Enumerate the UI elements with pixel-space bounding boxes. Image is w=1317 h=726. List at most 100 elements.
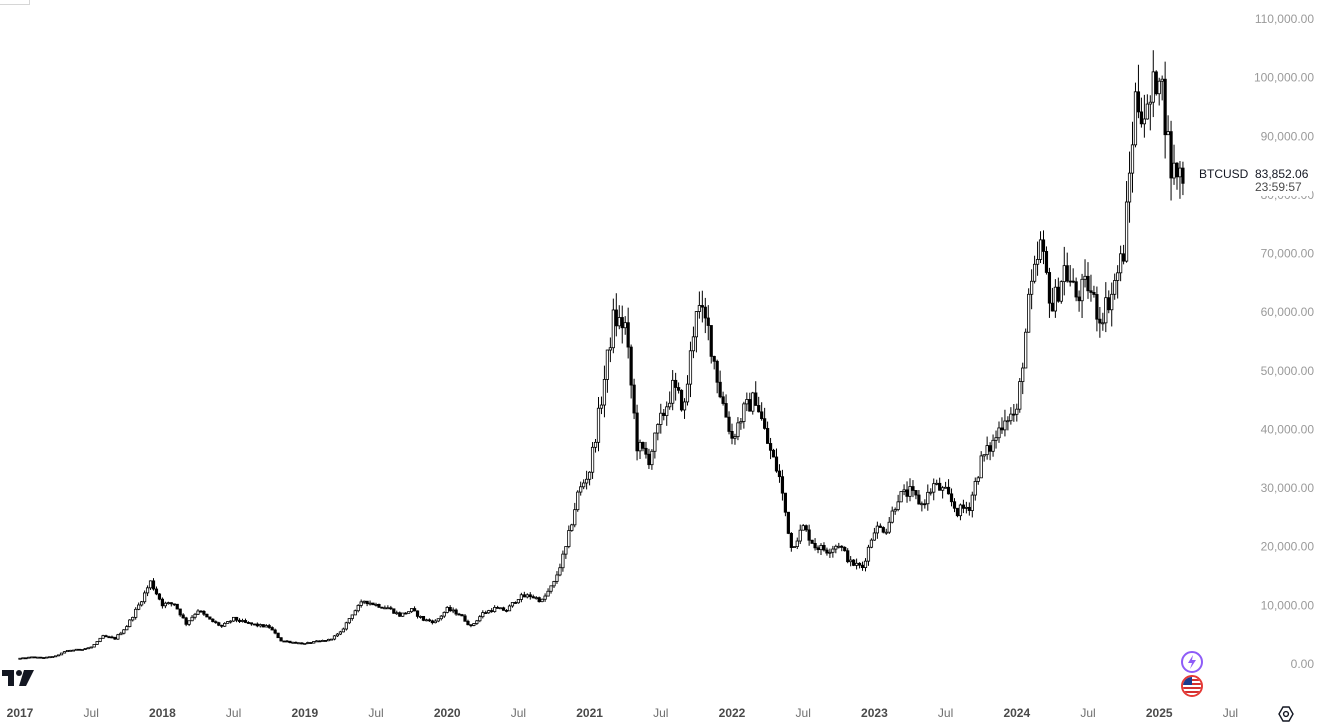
candle (282, 640, 286, 643)
candle (519, 592, 523, 603)
price-axis[interactable]: 110,000.00100,000.0090,000.0080,000.0070… (1254, 12, 1314, 671)
candle (312, 641, 316, 644)
x-tick-label: 2017 (7, 706, 34, 720)
candle (632, 378, 636, 420)
candle (199, 610, 203, 613)
candle (392, 608, 396, 614)
candle (668, 391, 672, 410)
candle (1133, 82, 1138, 148)
candle (1166, 115, 1170, 136)
candle (353, 609, 357, 616)
candle (534, 596, 538, 600)
candle (979, 451, 983, 479)
candle (976, 475, 980, 485)
candle (899, 491, 903, 503)
candle (730, 423, 734, 445)
x-tick-label: Jul (1223, 706, 1238, 720)
candle (119, 631, 123, 636)
candle (54, 655, 58, 658)
settings-icon[interactable] (1278, 706, 1294, 722)
candle (214, 620, 218, 624)
spark-icon[interactable] (1181, 651, 1203, 673)
candle (679, 389, 684, 412)
candle (997, 421, 1001, 443)
candle (1127, 151, 1132, 223)
candle (715, 359, 719, 394)
candle (923, 499, 927, 509)
candle (264, 624, 268, 628)
candle (819, 543, 823, 555)
candle (1145, 94, 1149, 120)
candle (267, 623, 271, 629)
candle (160, 597, 164, 609)
candle (638, 439, 642, 460)
candle (276, 632, 280, 639)
candle (166, 601, 170, 605)
candle (145, 585, 150, 597)
candle (68, 649, 73, 652)
candle (941, 485, 945, 499)
y-tick-label: 50,000.00 (1261, 364, 1315, 378)
candle (614, 293, 618, 337)
candle (837, 542, 841, 549)
x-tick-label: 2021 (576, 706, 603, 720)
last-price-value: 83,852.06 (1255, 167, 1309, 181)
candle (682, 398, 687, 419)
candle (1181, 161, 1185, 196)
candle (1136, 64, 1141, 119)
candle (1119, 245, 1123, 282)
candle (329, 638, 334, 641)
candle (929, 488, 933, 496)
candle (777, 464, 782, 483)
symbol-label: BTCUSD (1199, 167, 1249, 181)
candle (356, 604, 360, 613)
candle (142, 590, 147, 604)
candle (1024, 328, 1028, 369)
candle (59, 652, 64, 656)
candle (620, 305, 624, 344)
candle (647, 448, 651, 469)
candle (748, 392, 752, 412)
time-axis[interactable]: 2017 Jul 2018 Jul 2019 Jul 2020 Jul 2021 Jul 2022 J… (7, 706, 1238, 720)
candle (472, 623, 476, 627)
x-tick-label: 2023 (861, 706, 888, 720)
candle (205, 613, 209, 618)
candle (513, 601, 518, 604)
candle (1110, 282, 1114, 327)
candle (516, 599, 521, 604)
candle (763, 407, 767, 430)
candle (95, 641, 99, 645)
candle (175, 603, 179, 610)
candle (226, 620, 230, 624)
candle (671, 370, 675, 411)
candle (944, 481, 948, 489)
candle (599, 396, 604, 415)
candle (522, 591, 526, 598)
candle (1071, 268, 1075, 284)
candle (1160, 75, 1164, 101)
candle (573, 502, 577, 528)
top-left-widget[interactable] (0, 0, 30, 5)
candle (1027, 288, 1031, 333)
candle (985, 436, 989, 460)
candle (1157, 77, 1161, 106)
candle (395, 610, 399, 615)
candle (1074, 277, 1078, 302)
candle (433, 619, 437, 624)
candle (89, 646, 93, 649)
y-tick-label: 60,000.00 (1261, 305, 1315, 319)
us-flag-icon[interactable] (1181, 675, 1203, 697)
candles-layer (18, 50, 1185, 660)
tradingview-logo[interactable] (2, 668, 36, 688)
candle (202, 610, 206, 616)
candle (134, 607, 138, 620)
y-tick-label: 100,000.00 (1254, 71, 1314, 85)
candle (498, 607, 503, 610)
candle (964, 501, 968, 514)
candle (211, 618, 215, 623)
candle (86, 647, 90, 650)
candle (650, 449, 654, 470)
candle (786, 511, 790, 535)
